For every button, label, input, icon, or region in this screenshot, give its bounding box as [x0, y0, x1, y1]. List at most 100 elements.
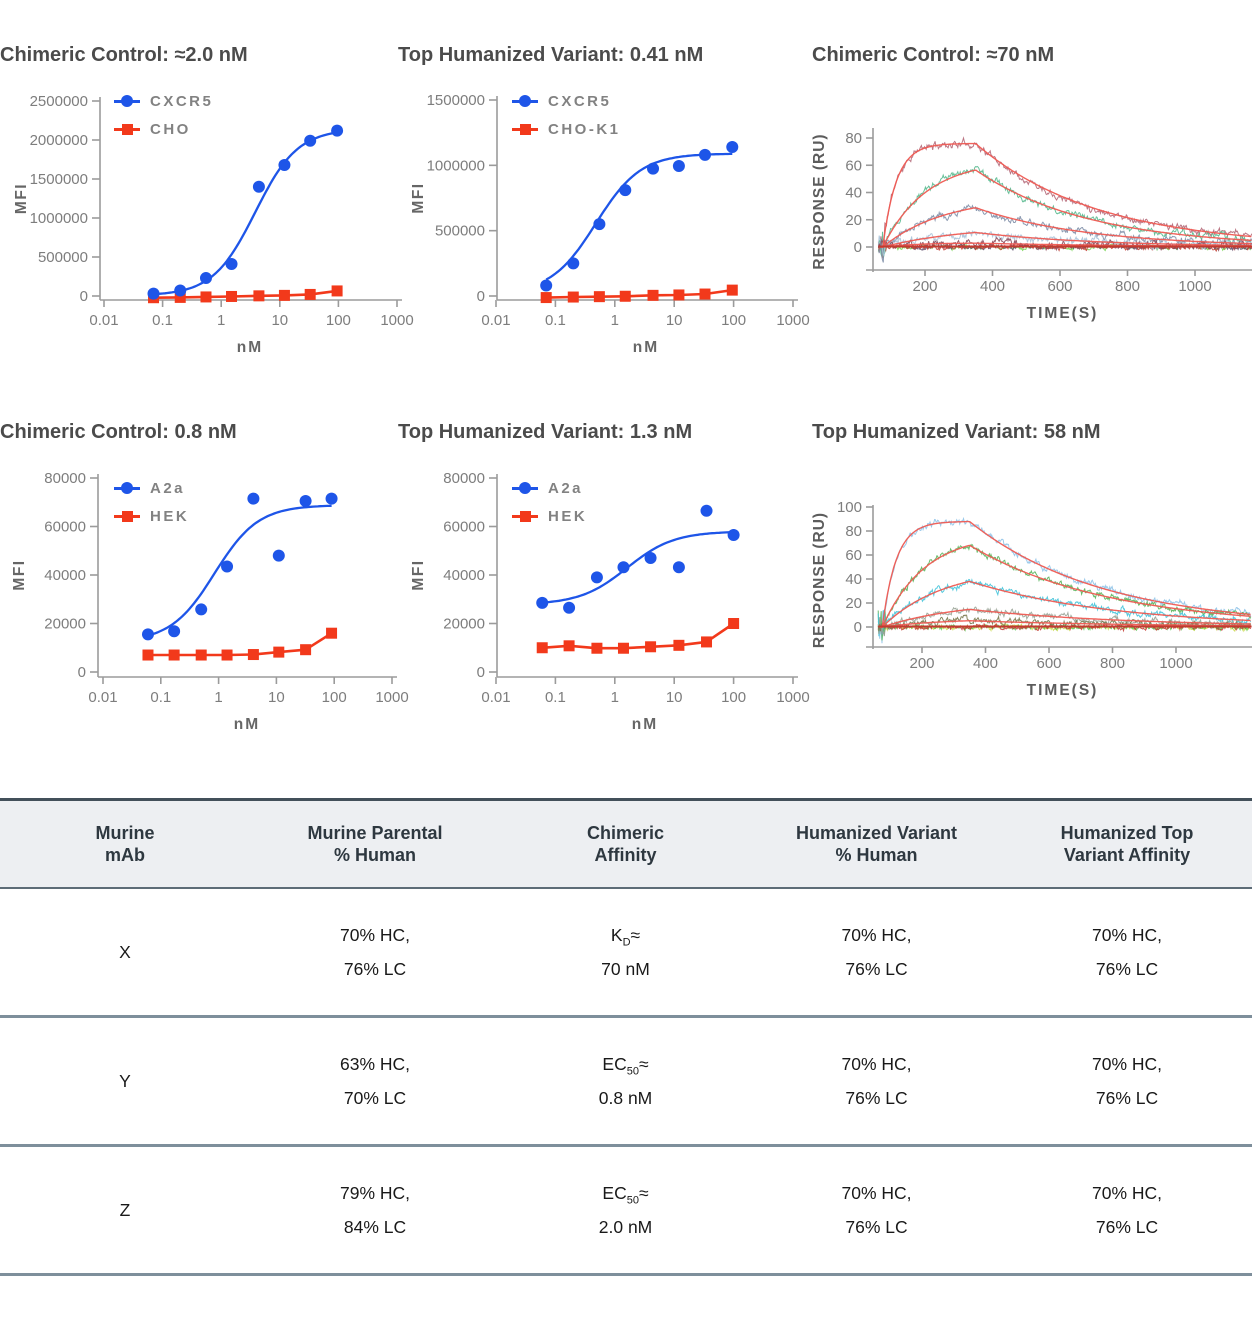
cell-variant: 70% HC, 76% LC	[751, 1176, 1002, 1244]
marker-circle-CXCR5	[567, 257, 580, 270]
cell-variant: 70% HC, 76% LC	[751, 1047, 1002, 1115]
cell-line: 70% HC,	[1091, 925, 1163, 945]
x-tick-label: 10	[666, 312, 683, 329]
header-line: Variant Affinity	[1063, 845, 1191, 865]
fit-line	[880, 520, 1251, 628]
marker-circle-A2a	[590, 571, 603, 584]
marker-square-CHO-K1	[567, 291, 579, 303]
marker-circle-A2a	[617, 561, 630, 574]
marker-square-CHO-K1	[647, 289, 659, 301]
y-tick-label: 0	[854, 619, 862, 636]
affinity-symbol: EC50≈	[602, 1183, 649, 1207]
cell-line: 76% LC	[845, 1088, 908, 1108]
x-tick-label: 0.01	[481, 312, 510, 329]
y-tick-label: 40000	[443, 567, 485, 584]
cell-line: 70% HC,	[841, 1054, 912, 1074]
cell-mab: Z	[0, 1193, 250, 1227]
cell-line: 76% LC	[845, 1217, 908, 1237]
marker-square-CHO	[200, 291, 212, 303]
x-tick-label: 1	[611, 312, 619, 329]
x-tick-label: 200	[909, 655, 934, 672]
legend-square-marker	[114, 122, 140, 136]
header-line: mAb	[105, 845, 145, 865]
cell-line: 76% LC	[845, 959, 908, 979]
marker-circle-A2a	[272, 549, 285, 562]
cell-mab: X	[0, 935, 250, 969]
cell-affinity: EC50≈ 0.8 nM	[500, 1047, 751, 1115]
y-tick-label: 20000	[44, 616, 86, 633]
fit-line	[880, 207, 1252, 248]
marker-circle-CXCR5	[593, 218, 606, 231]
y-tick-label: 0	[78, 664, 86, 681]
affinity-value: 70 nM	[601, 959, 650, 979]
chart-title-flow4: Top Humanized Variant: 1.3 nM	[398, 421, 693, 443]
cell-affinity: EC50≈ 2.0 nM	[500, 1176, 751, 1244]
cell-line: 70% HC,	[841, 925, 912, 945]
marker-circle-CXCR5	[252, 180, 265, 193]
x-tick-label: 0.01	[89, 312, 118, 329]
x-tick-label: 0.1	[152, 312, 173, 329]
y-tick-label: 0	[80, 288, 88, 305]
y-axis-label: RESPONSE (RU)	[811, 512, 828, 648]
y-tick-label: 40000	[44, 567, 86, 584]
marker-circle-A2a	[221, 560, 234, 573]
marker-square-HEK	[701, 636, 713, 648]
x-tick-label: 10	[271, 312, 288, 329]
x-tick-label: 0.1	[545, 312, 566, 329]
x-axis-label: nM	[234, 716, 260, 733]
marker-circle-CXCR5	[225, 258, 238, 271]
legend-item: A2a	[114, 479, 189, 497]
chart-title-spr1: Chimeric Control: ≈70 nM	[812, 44, 1055, 66]
fit-line	[880, 608, 1251, 628]
fit-line	[880, 619, 1251, 628]
y-tick-label: 80000	[44, 470, 86, 487]
marker-square-CHO	[174, 291, 186, 303]
x-tick-label: 1000	[776, 689, 809, 706]
cell-line: 79% HC,	[339, 1183, 411, 1203]
cell-line: 76% LC	[1095, 1088, 1159, 1108]
y-tick-label: 40	[845, 185, 862, 202]
cell-line: 76% LC	[1095, 959, 1159, 979]
cell-line: 70% LC	[343, 1088, 407, 1108]
chart-title-flow2: Top Humanized Variant: 0.41 nM	[398, 44, 704, 66]
legend-flow3: A2a HEK	[114, 479, 189, 535]
x-tick-label: 1000	[776, 312, 809, 329]
cell-variant: 70% HC, 76% LC	[751, 918, 1002, 986]
fit-curve-A2a	[542, 530, 734, 604]
mab-id: Y	[119, 1071, 131, 1091]
affinity-value: 0.8 nM	[598, 1088, 653, 1108]
legend-square-marker	[512, 122, 538, 136]
affinity-value: 2.0 nM	[598, 1217, 653, 1237]
marker-circle-A2a	[299, 495, 312, 508]
x-tick-label: 1	[214, 689, 222, 706]
y-tick-label: 20	[845, 595, 862, 612]
legend-label: HEK	[150, 507, 190, 525]
affinity-symbol: KD≈	[610, 925, 641, 949]
y-tick-label: 80	[845, 523, 862, 540]
cell-mab: Y	[0, 1064, 250, 1098]
y-tick-label: 500000	[38, 249, 88, 266]
y-axis-label: MFI	[410, 182, 427, 213]
marker-circle-CXCR5	[278, 158, 291, 171]
y-tick-label: 0	[477, 664, 485, 681]
marker-square-HEK	[168, 649, 180, 661]
legend-flow2: CXCR5 CHO-K1	[512, 92, 621, 148]
legend-label: A2a	[150, 479, 186, 497]
marker-circle-A2a	[325, 492, 338, 505]
marker-square-CHO-K1	[726, 284, 738, 296]
x-tick-label: 1000	[1178, 278, 1211, 295]
marker-square-HEK	[536, 642, 548, 654]
x-tick-label: 100	[322, 689, 347, 706]
x-tick-label: 10	[268, 689, 285, 706]
marker-circle-A2a	[644, 552, 657, 565]
y-axis-label: MFI	[11, 559, 28, 590]
y-axis-label: MFI	[410, 559, 427, 590]
x-tick-label: 200	[912, 278, 937, 295]
marker-circle-A2a	[700, 504, 713, 517]
y-tick-label: 60	[845, 547, 862, 564]
cell-parental: 70% HC, 76% LC	[250, 918, 500, 986]
marker-circle-CXCR5	[540, 279, 553, 292]
y-tick-label: 1500000	[30, 171, 88, 188]
marker-square-CHO-K1	[673, 289, 685, 301]
x-axis-label: nM	[237, 339, 263, 356]
